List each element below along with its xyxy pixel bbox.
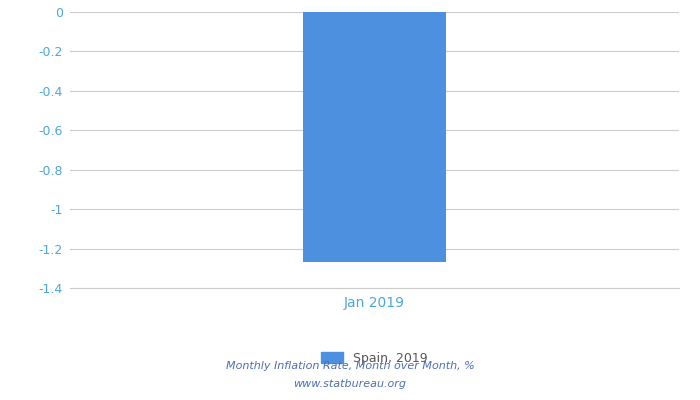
Text: www.statbureau.org: www.statbureau.org: [293, 379, 407, 389]
Bar: [304, 12, 445, 262]
Text: Monthly Inflation Rate, Month over Month, %: Monthly Inflation Rate, Month over Month…: [225, 361, 475, 371]
Legend: Spain, 2019: Spain, 2019: [321, 352, 428, 364]
